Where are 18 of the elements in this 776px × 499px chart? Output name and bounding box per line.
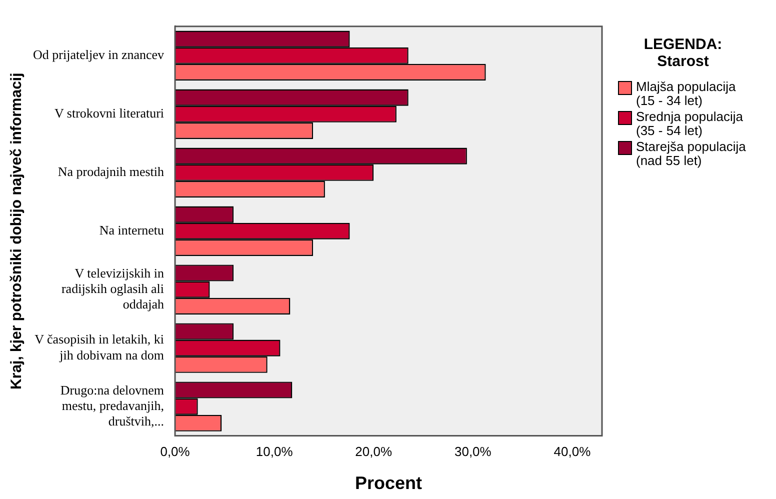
y-tick-label: Na internetu: [99, 222, 165, 238]
y-tick-label: Od prijateljev in znancev: [32, 47, 165, 62]
legend-label: Starejša populacija (nad 55 let): [636, 139, 747, 168]
x-tick-label: 30,0%: [454, 444, 492, 460]
x-tick-label: 20,0%: [355, 444, 392, 460]
legend-label: Srednja populacija (35 - 54 let): [636, 109, 744, 138]
y-tick-label: V strokovni literaturi: [54, 106, 164, 121]
y-tick-label: Na prodajnih mestih: [58, 164, 165, 180]
legend-label: Mlajša populacija (15 - 34 let): [636, 79, 737, 108]
x-tick-label: 10,0%: [256, 444, 294, 460]
y-tick-label: V televizijskih in radijskih oglasih ali oddajah: [61, 265, 165, 312]
y-axis-title: Kraj, kjer potrošniki dobijo največ informacij: [8, 72, 26, 390]
y-tick-label: Drugo:na delovnem mestu, predavanjih, društvih,...: [60, 382, 164, 429]
legend-title: LEGENDA: Starost: [642, 36, 724, 70]
y-tick-label: V časopisih in letakih, ki jih dobivam na dom: [34, 332, 164, 362]
x-axis-title: Procent: [355, 473, 422, 494]
x-tick-label: 0,0%: [160, 444, 190, 460]
x-tick-label: 40,0%: [554, 444, 592, 460]
